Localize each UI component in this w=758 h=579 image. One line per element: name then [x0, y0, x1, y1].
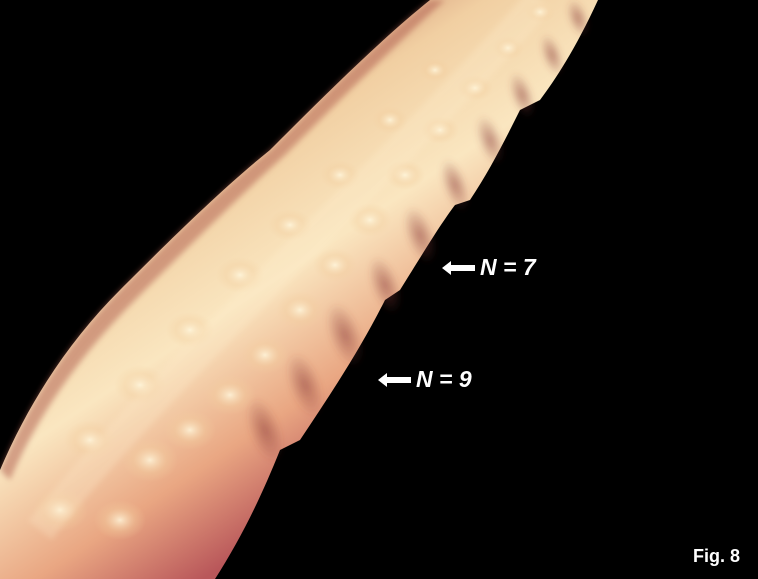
tube-body — [0, 0, 598, 579]
left-arrow-icon — [442, 260, 475, 275]
left-arrow-icon — [378, 372, 411, 387]
annotation-n7: N = 7 — [442, 256, 536, 279]
annotation-n9-text: N = 9 — [416, 366, 472, 392]
annotation-n7-text: N = 7 — [480, 254, 536, 280]
annotation-n9: N = 9 — [378, 368, 472, 391]
tube-ridges — [245, 0, 590, 463]
figure-label: Fig. 8 — [692, 546, 740, 566]
